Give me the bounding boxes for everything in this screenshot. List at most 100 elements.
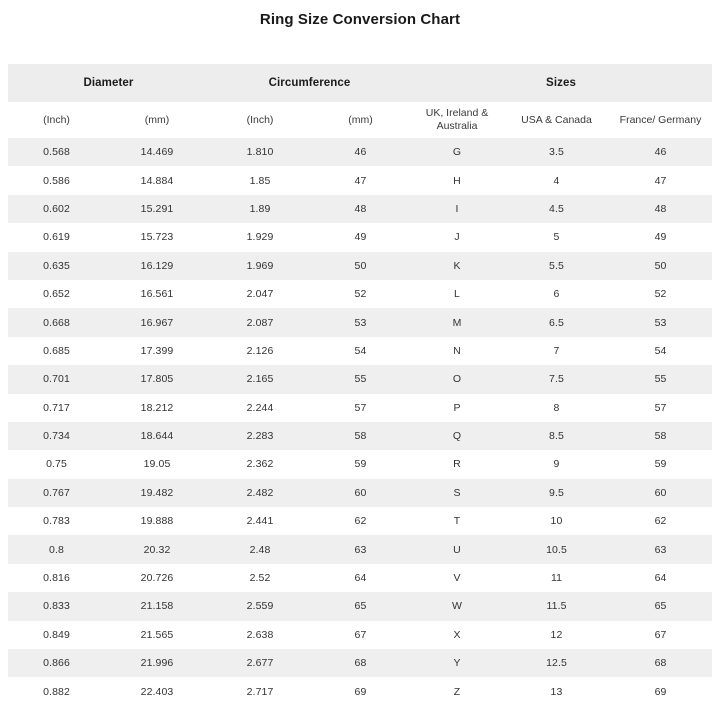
cell-r14-c6: 63: [654, 543, 667, 556]
cell-r5-c0: 0.652: [43, 288, 70, 301]
cell-r18-c1: 21.996: [140, 657, 174, 670]
table-row: 0.816 20.726 2.52 64 V 11 64: [8, 563, 713, 593]
cell-r6-c3: 53: [354, 316, 367, 329]
cell-r11-c6: 59: [654, 458, 667, 471]
cell-r13-c6: 62: [654, 515, 667, 528]
cell-r19-c2: 2.717: [246, 685, 274, 698]
cell-r17-c2: 2.638: [246, 628, 274, 641]
cell-r16-c0: 0.833: [43, 600, 70, 613]
cell-r2-c3: 48: [354, 202, 367, 215]
cell-r11-c3: 59: [354, 458, 367, 471]
cell-r19-c0: 0.882: [43, 685, 70, 698]
cell-r14-c5: 10.5: [546, 543, 567, 556]
column-header-2: (Inch): [246, 113, 274, 126]
column-header-6: France/ Germany: [619, 113, 702, 126]
table-row: 0.849 21.565 2.638 67 X 12 67: [8, 620, 713, 650]
cell-r14-c0: 0.8: [49, 543, 64, 556]
cell-r3-c1: 15.723: [140, 231, 174, 244]
cell-r8-c3: 55: [354, 373, 367, 386]
cell-r7-c5: 7: [553, 344, 560, 357]
cell-r0-c3: 46: [354, 146, 367, 159]
cell-r15-c6: 64: [654, 572, 667, 585]
cell-r16-c2: 2.559: [246, 600, 274, 613]
cell-r1-c0: 0.586: [43, 174, 70, 187]
cell-r10-c2: 2.283: [246, 430, 274, 443]
cell-r18-c3: 68: [354, 657, 367, 670]
cell-r12-c6: 60: [654, 486, 667, 499]
cell-r10-c4: Q: [452, 430, 462, 443]
cell-r14-c2: 2.48: [249, 543, 271, 556]
cell-r7-c1: 17.399: [140, 344, 174, 357]
cell-r2-c1: 15.291: [140, 202, 174, 215]
cell-r4-c1: 16.129: [140, 259, 174, 272]
cell-r10-c6: 58: [654, 430, 667, 443]
cell-r14-c3: 63: [354, 543, 367, 556]
cell-r5-c4: L: [454, 288, 460, 301]
cell-r7-c2: 2.126: [246, 344, 274, 357]
table-row: 0.882 22.403 2.717 69 Z 13 69: [8, 677, 713, 706]
cell-r13-c2: 2.441: [246, 515, 274, 528]
table-row: 0.635 16.129 1.969 50 K 5.5 50: [8, 251, 713, 280]
cell-r1-c1: 14.884: [140, 174, 174, 187]
cell-r1-c2: 1.85: [249, 174, 271, 187]
cell-r17-c6: 67: [654, 628, 667, 641]
table-head: Diameter Circumference Sizes (Inch) (mm) (In…: [8, 64, 713, 138]
cell-r3-c2: 1.929: [246, 231, 274, 244]
cell-r16-c3: 65: [354, 600, 367, 613]
table-row: 0.833 21.158 2.559 65 W 11.5 65: [8, 592, 713, 621]
column-header-1: (mm): [144, 113, 170, 126]
cell-r12-c4: S: [453, 486, 461, 499]
cell-r12-c5: 9.5: [549, 486, 564, 499]
cell-r8-c1: 17.805: [140, 373, 174, 386]
cell-r6-c5: 6.5: [549, 316, 564, 329]
cell-r12-c2: 2.482: [246, 486, 274, 499]
cell-r8-c0: 0.701: [43, 373, 70, 386]
cell-r17-c4: X: [453, 628, 461, 641]
cell-r15-c4: V: [453, 572, 461, 585]
cell-r13-c3: 62: [354, 515, 367, 528]
table-row: 0.75 19.05 2.362 59 R 9 59: [8, 450, 713, 479]
cell-r18-c0: 0.866: [43, 657, 70, 670]
cell-r18-c4: Y: [453, 657, 461, 670]
cell-r2-c4: I: [455, 202, 459, 215]
cell-r4-c0: 0.635: [43, 259, 70, 272]
cell-r7-c4: N: [453, 344, 461, 357]
cell-r4-c3: 50: [354, 259, 367, 272]
cell-r12-c0: 0.767: [43, 486, 70, 499]
cell-r4-c5: 5.5: [549, 259, 564, 272]
cell-r10-c0: 0.734: [43, 430, 70, 443]
cell-r10-c5: 8.5: [549, 430, 564, 443]
cell-r18-c2: 2.677: [246, 657, 274, 670]
cell-r6-c1: 16.967: [140, 316, 174, 329]
cell-r10-c1: 18.644: [140, 430, 174, 443]
cell-r3-c6: 49: [654, 231, 667, 244]
table-row: 0.8 20.32 2.48 63 U 10.5 63: [8, 535, 713, 564]
cell-r13-c0: 0.783: [43, 515, 70, 528]
cell-r5-c5: 6: [553, 288, 560, 301]
cell-r16-c6: 65: [654, 600, 667, 613]
group-header-diameter: Diameter: [83, 77, 134, 89]
cell-r19-c5: 13: [550, 685, 563, 698]
column-header-3: (mm): [348, 113, 373, 126]
cell-r11-c0: 0.75: [46, 458, 67, 471]
column-header-0: (Inch): [43, 113, 70, 126]
conversion-table-container: Diameter Circumference Sizes (Inch) (mm) (In…: [8, 64, 713, 706]
cell-r13-c5: 10: [550, 515, 563, 528]
cell-r9-c3: 57: [354, 401, 367, 414]
cell-r0-c2: 1.810: [246, 146, 274, 159]
cell-r6-c4: M: [452, 316, 462, 329]
cell-r2-c0: 0.602: [43, 202, 70, 215]
cell-r11-c4: R: [453, 458, 461, 471]
cell-r1-c4: H: [453, 174, 461, 187]
cell-r1-c5: 4: [553, 174, 560, 187]
table-body: 0.568 14.469 1.810 46 G 3.5 46 0.586 14.884 1.85 4…: [8, 138, 713, 706]
column-header-5: USA & Canada: [521, 113, 592, 126]
table-row: 0.701 17.805 2.165 55 O 7.5 55: [8, 365, 713, 394]
cell-r6-c6: 53: [654, 316, 667, 329]
table-row: 0.586 14.884 1.85 47 H 4 47: [8, 166, 713, 195]
cell-r9-c4: P: [453, 401, 461, 414]
cell-r1-c6: 47: [654, 174, 667, 187]
cell-r15-c0: 0.816: [43, 572, 70, 585]
cell-r15-c2: 2.52: [249, 572, 271, 585]
cell-r9-c6: 57: [654, 401, 667, 414]
